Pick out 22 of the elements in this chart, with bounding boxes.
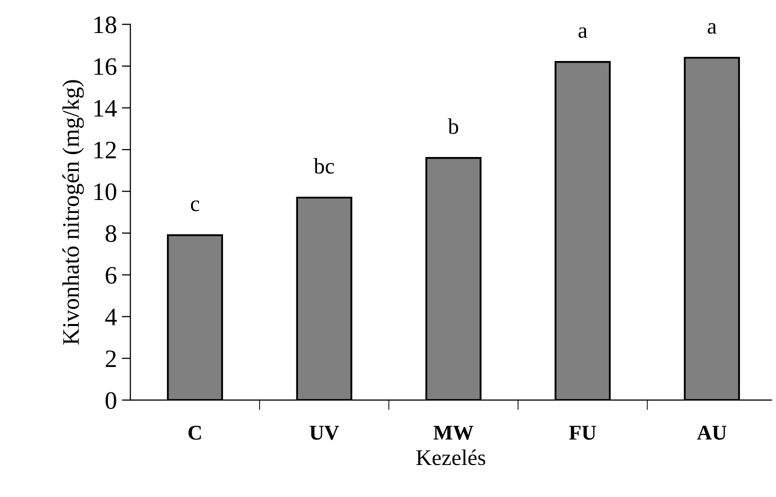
y-tick-label: 10 (94, 183, 116, 200)
annotation: b (448, 118, 458, 134)
x-axis-title: Kezelés (416, 450, 486, 466)
y-tick-label: 16 (94, 58, 116, 76)
x-tick-label: MW (434, 426, 474, 440)
x-tick-label: AU (697, 426, 726, 440)
x-tick-label: C (188, 426, 201, 440)
annotation: bc (314, 158, 334, 174)
x-tick-label: UV (310, 426, 340, 440)
annotation: c (190, 200, 200, 212)
y-tick-label: 6 (106, 266, 116, 284)
annotation: a (578, 27, 588, 38)
annotation: a (708, 23, 717, 34)
y-tick-label: 12 (94, 142, 116, 158)
y-tick-label: 2 (106, 350, 116, 368)
y-tick-label: 18 (94, 16, 116, 34)
y-tick-label: 0 (106, 392, 116, 410)
x-tick-label: FU (569, 426, 596, 440)
y-tick-label: 4 (105, 308, 117, 326)
y-axis-title: Kivonható nitrogén (mg/kg) (62, 80, 84, 345)
y-tick-label: 14 (94, 100, 117, 117)
y-tick-label: 8 (106, 225, 116, 242)
